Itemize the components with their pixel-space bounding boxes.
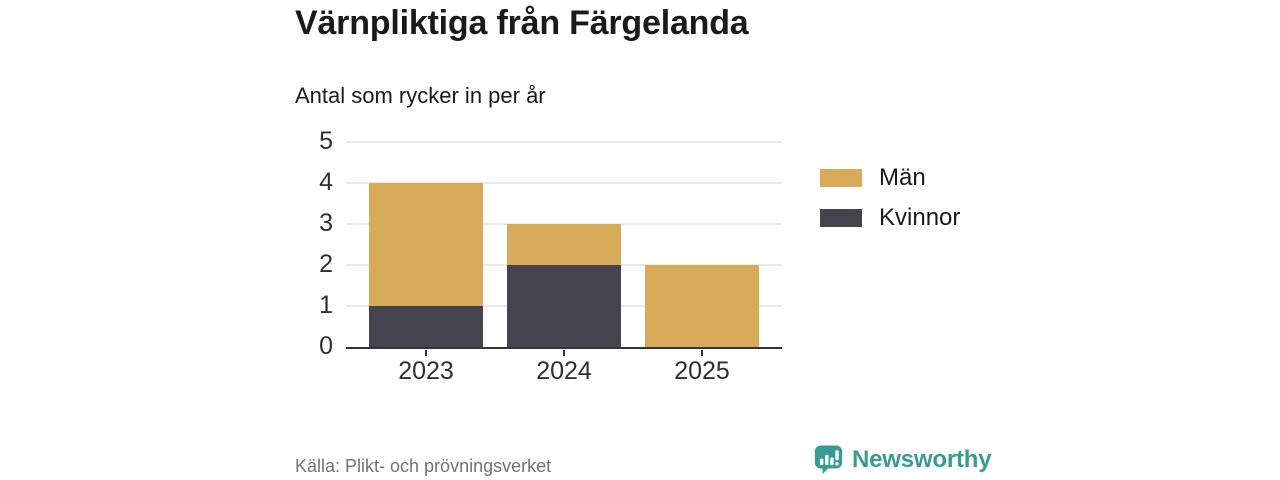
brand-name: Newsworthy xyxy=(852,446,992,473)
y-tick-label-1: 1 xyxy=(319,291,333,319)
bar-2023-kvinnor xyxy=(369,306,483,347)
y-tick-label-4: 4 xyxy=(319,168,333,196)
legend-label-kvinnor: Kvinnor xyxy=(879,204,961,231)
brand-logo: Newsworthy xyxy=(814,444,992,476)
y-tick-label-5: 5 xyxy=(319,127,333,155)
legend-item-kvinnor: Kvinnor xyxy=(820,204,960,232)
bar-2024-kvinnor xyxy=(507,265,621,347)
chart-title: Värnpliktiga från Färgelanda xyxy=(295,4,749,42)
gridline-y5 xyxy=(346,141,782,143)
y-tick-label-2: 2 xyxy=(319,250,333,278)
x-axis: 2023 2024 2025 xyxy=(346,357,782,389)
legend-label-män: Män xyxy=(879,164,926,191)
x-tick-2025 xyxy=(701,349,703,356)
x-tick-2023 xyxy=(425,349,427,356)
y-tick-label-3: 3 xyxy=(319,209,333,237)
legend: Män Kvinnor xyxy=(820,164,960,244)
bar-2023-män xyxy=(369,183,483,306)
legend-swatch-kvinnor xyxy=(820,209,862,227)
y-axis: 0 1 2 3 4 5 xyxy=(293,129,333,359)
bar-2024-män xyxy=(507,224,621,265)
legend-swatch-män xyxy=(820,169,862,187)
x-tick-2024 xyxy=(563,349,565,356)
newsworthy-icon xyxy=(814,445,843,475)
gridline-y4 xyxy=(346,182,782,184)
x-tick-label-2024: 2024 xyxy=(536,357,592,385)
chart-subtitle: Antal som rycker in per år xyxy=(295,83,546,108)
bar-2025-män xyxy=(645,265,759,347)
legend-item-män: Män xyxy=(820,164,960,192)
plot-area xyxy=(346,141,782,356)
x-tick-label-2023: 2023 xyxy=(398,357,454,385)
y-tick-label-0: 0 xyxy=(319,332,333,360)
x-tick-label-2025: 2025 xyxy=(674,357,730,385)
source-text: Källa: Plikt- och prövningsverket xyxy=(295,456,552,476)
